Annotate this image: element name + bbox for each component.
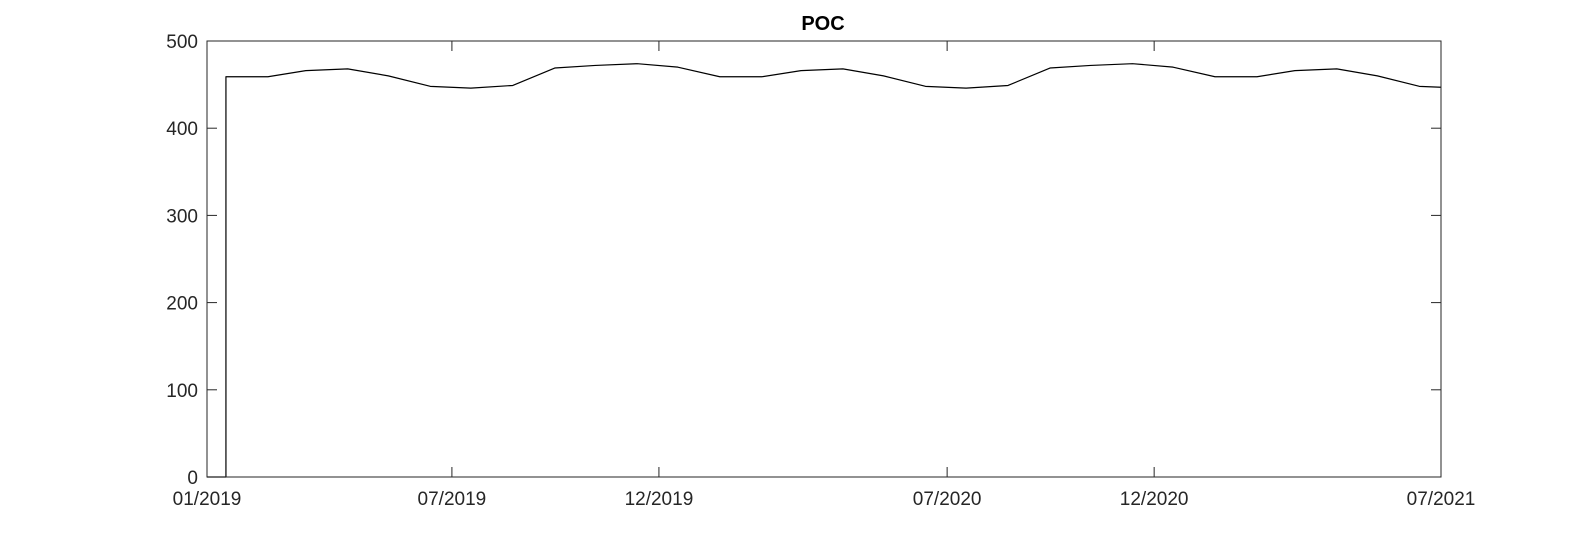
- x-tick-label: 07/2021: [1407, 489, 1476, 510]
- x-tick-label: 07/2020: [913, 489, 982, 510]
- y-axis: 0 100 200 300 400 500: [166, 32, 1441, 489]
- chart-title: POC: [801, 13, 844, 35]
- plot-area: [207, 41, 1441, 477]
- series-line: [207, 63, 1442, 478]
- x-tick-label: 07/2019: [418, 489, 487, 510]
- y-tick-label: 0: [187, 468, 198, 489]
- x-tick-label: 01/2019: [173, 489, 242, 510]
- y-tick-label: 500: [166, 32, 198, 53]
- plot-frame: [206, 40, 1442, 478]
- y-tick-label: 200: [166, 294, 198, 315]
- x-axis: 01/2019 07/2019 12/2019 07/2020 12/2020 07/20…: [173, 41, 1476, 510]
- x-tick-label: 12/2019: [625, 489, 694, 510]
- y-tick-label: 300: [166, 206, 198, 227]
- x-tick-label: 12/2020: [1120, 489, 1189, 510]
- series-layer: [207, 63, 1442, 478]
- y-tick-label: 100: [166, 381, 198, 402]
- y-tick-label: 400: [166, 119, 198, 140]
